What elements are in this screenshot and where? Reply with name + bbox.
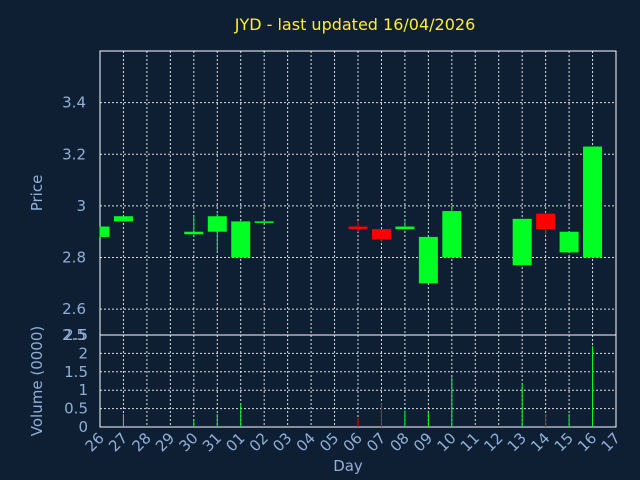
candle-body [231, 221, 251, 258]
volume-tick-label: 2 [78, 344, 88, 362]
x-tick-label: 31 [199, 429, 225, 455]
x-tick-label: 13 [504, 429, 530, 455]
price-tick-label: 2.6 [62, 300, 86, 318]
x-tick-label: 16 [574, 429, 600, 455]
x-tick-label: 07 [363, 429, 389, 455]
x-tick-label: 17 [598, 429, 624, 455]
candle-body [418, 236, 438, 284]
x-axis-ticks: 2627282930310102030405060708091011121314… [82, 429, 624, 455]
candle-body [184, 231, 204, 235]
price-tick-label: 2.5 [62, 326, 86, 344]
x-tick-label: 15 [551, 429, 577, 455]
volume-axis-label: Volume (0000) [28, 326, 46, 436]
x-tick-label: 05 [316, 429, 342, 455]
candle-body [395, 226, 415, 230]
x-tick-label: 03 [269, 429, 295, 455]
price-tick-label: 2.8 [62, 249, 86, 267]
volume-tick-label: 0 [78, 418, 88, 436]
x-tick-label: 02 [246, 429, 272, 455]
x-tick-label: 08 [387, 429, 413, 455]
x-tick-label: 12 [480, 429, 506, 455]
price-tick-label: 3.2 [62, 145, 86, 163]
candle-body [254, 221, 274, 223]
chart-title: JYD - last updated 16/04/2026 [234, 15, 476, 34]
volume-tick-label: 2.5 [64, 326, 88, 344]
volume-grid [100, 335, 616, 427]
candle-body [207, 216, 227, 232]
x-tick-label: 30 [175, 429, 201, 455]
x-tick-label: 10 [433, 429, 459, 455]
candle-body [348, 226, 368, 230]
volume-bars [122, 346, 594, 427]
candle-body [559, 231, 579, 253]
candle-body [583, 146, 603, 258]
x-tick-label: 01 [222, 429, 248, 455]
candle-body [512, 218, 532, 266]
x-tick-label: 27 [105, 429, 131, 455]
x-tick-label: 14 [527, 429, 553, 455]
candle-body [371, 229, 391, 240]
candles [99, 146, 603, 284]
volume-tick-label: 1.5 [64, 363, 88, 381]
volume-tick-label: 1 [78, 381, 88, 399]
candle-body [113, 216, 133, 222]
price-tick-label: 3 [76, 197, 86, 215]
price-axis-ticks: 2.5 2.6 2.8 3 3.2 3.4 [62, 94, 86, 344]
candle-body [100, 226, 110, 237]
x-tick-label: 29 [152, 429, 178, 455]
volume-axis-ticks: 00.511.522.5 [64, 326, 88, 436]
x-tick-label: 04 [293, 429, 319, 455]
x-tick-label: 11 [457, 429, 483, 455]
x-tick-label: 06 [340, 429, 366, 455]
candle-body [536, 213, 556, 230]
x-tick-label: 09 [410, 429, 436, 455]
price-grid [100, 51, 616, 335]
x-tick-label: 28 [129, 429, 155, 455]
candle-body [442, 211, 462, 258]
x-axis-label: Day [333, 457, 363, 475]
price-tick-label: 3.4 [62, 94, 86, 112]
volume-tick-label: 0.5 [64, 400, 88, 418]
price-axis-label: Price [28, 175, 46, 212]
